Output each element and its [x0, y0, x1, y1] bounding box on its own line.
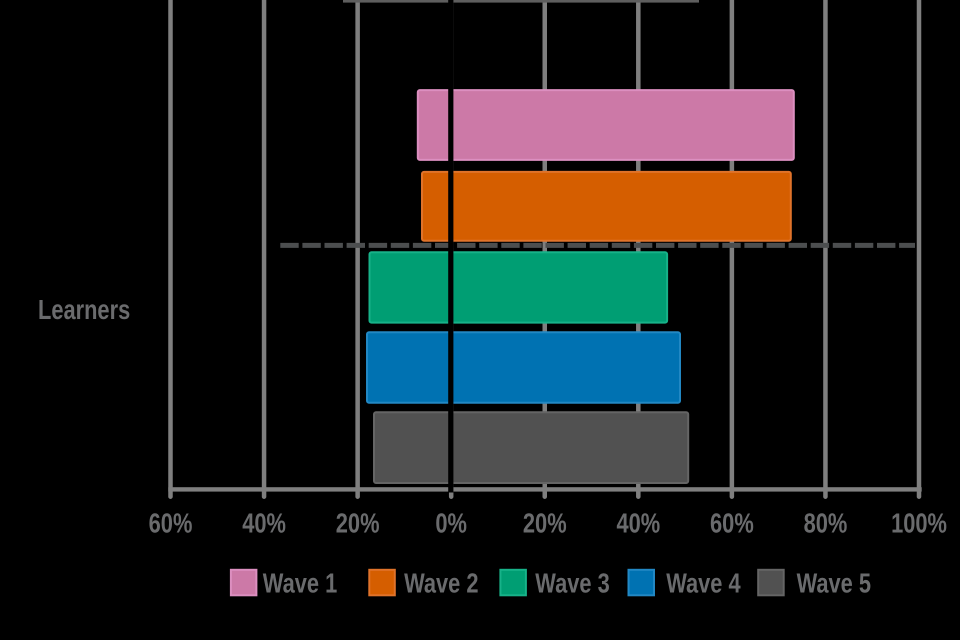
svg-text:40%: 40%: [616, 508, 660, 539]
svg-text:40%: 40%: [242, 508, 286, 539]
svg-text:Wave 1: Wave 1: [263, 568, 337, 599]
svg-text:20%: 20%: [523, 508, 567, 539]
svg-text:20%: 20%: [336, 508, 380, 539]
svg-text:0%: 0%: [435, 508, 467, 539]
svg-text:Wave 2: Wave 2: [404, 568, 478, 599]
svg-text:Wave 5: Wave 5: [797, 568, 871, 599]
svg-text:60%: 60%: [149, 508, 193, 539]
svg-text:Wave 4: Wave 4: [666, 568, 740, 599]
svg-text:100%: 100%: [891, 508, 947, 539]
svg-text:Wave 3: Wave 3: [535, 568, 609, 599]
svg-text:Learners: Learners: [38, 294, 130, 325]
svg-text:80%: 80%: [804, 508, 848, 539]
svg-text:60%: 60%: [710, 508, 754, 539]
